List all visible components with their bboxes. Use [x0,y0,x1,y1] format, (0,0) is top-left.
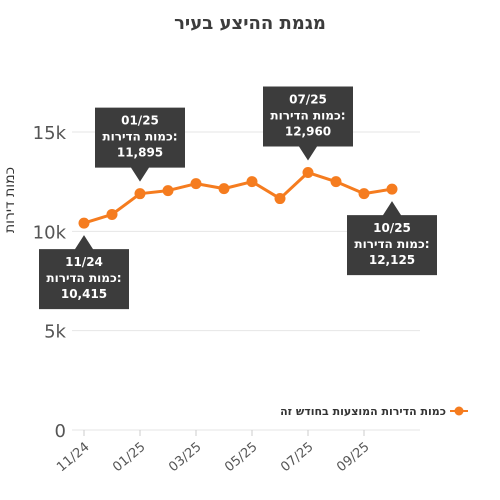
series [78,167,398,229]
legend-marker [454,406,464,416]
annotation-box [347,201,437,276]
annotation-callout: 11/24 כמות הדירות: 10,415 [39,235,129,310]
data-point [274,193,286,205]
data-point [330,176,342,188]
y-tick-label: 15k [33,123,67,144]
annotation-text: 11,895 [117,146,163,160]
x-tick-label: 07/25 [278,440,316,476]
annotation-box [263,86,353,161]
x-tick-label: 11/24 [54,440,92,476]
data-point [134,188,146,200]
data-point [106,208,118,220]
y-tick-label: 10k [33,222,67,243]
data-point [218,183,230,195]
x-tick-label: 01/25 [110,440,148,476]
legend: כמות הדירות המוצעות בחודש זה [280,405,468,418]
annotation-text: כמות הדירות: [270,109,345,123]
annotation-box [39,235,129,310]
data-point [246,176,258,188]
y-tick-label: 0 [55,421,66,442]
y-axis-ticks: 0 5k 10k 15k [33,123,67,442]
x-tick-label: 03/25 [166,440,204,476]
data-point [190,178,202,190]
data-point [358,188,370,200]
chart-title: מגמת ההיצע בעיר [174,13,326,34]
annotation-text: 11/24 [65,255,103,269]
annotation-text: 07/25 [289,93,327,107]
annotations: 11/24 כמות הדירות: 10,415 01/25 כמות הדירות:… [39,86,437,310]
y-axis-label: כמות דירות [2,167,18,233]
legend-entry: כמות הדירות המוצעות בחודש זה [280,405,446,418]
annotation-callout: 07/25 כמות הדירות: 12,960 [263,86,353,161]
x-axis-ticks: 11/24 01/25 03/25 05/25 07/25 09/25 [54,430,373,476]
annotation-text: כמות הדירות: [46,271,121,285]
data-point [78,217,90,229]
annotation-text: כמות הדירות: [354,237,429,251]
annotation-text: 10,415 [61,287,107,301]
y-tick-label: 5k [44,322,66,343]
annotation-callout: 10/25 כמות הדירות: 12,125 [347,201,437,276]
annotation-callout: 01/25 כמות הדירות: 11,895 [95,107,185,182]
annotation-box [95,107,185,182]
x-tick-label: 09/25 [334,440,372,476]
series-line [83,171,393,225]
annotation-text: 12,960 [285,125,331,139]
x-tick-label: 05/25 [222,440,260,476]
data-point [302,167,314,179]
annotation-text: 12,125 [369,253,415,267]
annotation-text: 10/25 [373,221,411,235]
annotation-text: כמות הדירות: [102,130,177,144]
annotation-text: 01/25 [121,114,159,128]
data-point [162,185,174,197]
data-point [386,183,398,195]
